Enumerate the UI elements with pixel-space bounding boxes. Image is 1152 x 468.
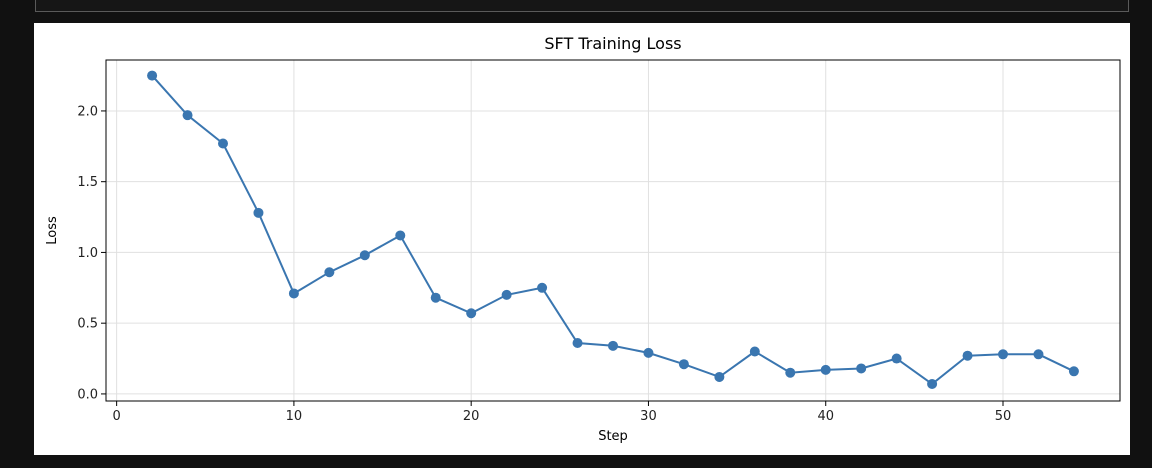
- x-tick-label: 30: [640, 409, 657, 424]
- loss-point: [501, 289, 512, 300]
- x-tick-label: 0: [112, 409, 120, 424]
- grid-layer: [106, 60, 1120, 401]
- loss-point: [962, 350, 973, 361]
- y-axis-label: Loss: [45, 216, 60, 245]
- loss-chart: 0 10 20 30 40 50 0.0 0.5 1.0 1.5 2.0 SFT Training …: [45, 34, 1121, 444]
- chart-title: SFT Training Loss: [544, 34, 681, 53]
- x-axis-label: Step: [598, 429, 628, 444]
- loss-point: [218, 138, 228, 149]
- y-tick-label: 0.0: [77, 387, 98, 402]
- previous-output-cell: [35, 0, 1129, 12]
- y-tick-label: 1.0: [77, 246, 98, 261]
- loss-point: [643, 347, 654, 358]
- loss-point: [1033, 349, 1044, 360]
- loss-point: [678, 359, 689, 370]
- y-tick-label: 0.5: [77, 317, 98, 332]
- loss-point: [608, 340, 618, 351]
- loss-line: [151, 74, 1075, 386]
- loss-point: [998, 349, 1008, 360]
- loss-point: [785, 367, 796, 378]
- loss-point: [253, 207, 264, 218]
- loss-point: [324, 267, 335, 278]
- ticks-layer: 0 10 20 30 40 50 0.0 0.5 1.0 1.5 2.0: [77, 104, 1011, 424]
- plot-frame: [105, 59, 1121, 402]
- loss-point: [147, 70, 158, 81]
- x-tick-label: 20: [463, 409, 480, 424]
- chart-figure: 0 10 20 30 40 50 0.0 0.5 1.0 1.5 2.0 SFT Training …: [34, 23, 1130, 455]
- loss-point: [572, 337, 583, 348]
- loss-point: [537, 282, 548, 293]
- x-tick-label: 50: [995, 409, 1012, 424]
- series-layer: [147, 70, 1079, 390]
- loss-point: [359, 250, 370, 261]
- x-tick-label: 40: [817, 409, 834, 424]
- loss-point: [856, 363, 867, 374]
- loss-point: [182, 110, 193, 121]
- y-tick-label: 2.0: [77, 104, 98, 119]
- loss-point: [395, 230, 406, 241]
- loss-point: [820, 364, 831, 375]
- loss-point: [749, 346, 760, 357]
- x-tick-label: 10: [286, 409, 303, 424]
- loss-point: [927, 379, 938, 390]
- loss-point: [466, 308, 477, 319]
- loss-point: [288, 288, 299, 299]
- y-tick-label: 1.5: [77, 175, 98, 190]
- loss-point: [714, 371, 725, 382]
- loss-point: [430, 292, 441, 303]
- loss-point: [891, 353, 902, 364]
- loss-point: [1068, 366, 1079, 377]
